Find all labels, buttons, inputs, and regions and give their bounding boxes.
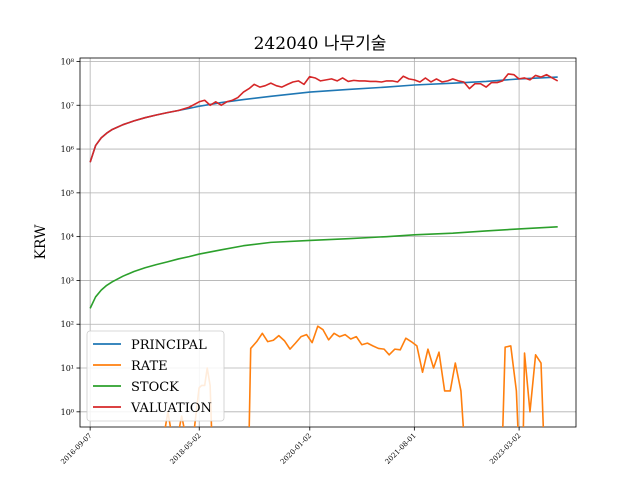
y-tick-label: 10⁴ [61, 233, 74, 242]
legend: PRINCIPAL RATE STOCK VALUATION [86, 330, 225, 422]
chart-title: 242040 나무기술 [254, 34, 387, 54]
rate-line [502, 345, 519, 427]
y-tick-label: 10² [61, 320, 74, 329]
y-tick-label: 10³ [61, 276, 74, 285]
y-tick-label: 10¹ [61, 364, 74, 373]
y-tick-label: 10⁵ [61, 189, 74, 198]
legend-label-valuation: VALUATION [130, 401, 212, 416]
grid-layer [80, 58, 576, 427]
plot-frame [79, 57, 577, 428]
y-tick-label: 10⁷ [61, 101, 74, 110]
rate-line [522, 352, 545, 427]
y-tick-label: 10⁶ [61, 145, 74, 154]
stock-line [89, 225, 558, 309]
y-axis-label: KRW [33, 224, 49, 260]
legend-label-principal: PRINCIPAL [131, 338, 207, 353]
legend-label-rate: RATE [131, 359, 168, 374]
valuation-line [89, 73, 559, 163]
rate-line [248, 325, 465, 427]
legend-box [86, 330, 225, 422]
y-tick-label: 10⁸ [61, 57, 74, 66]
y-tick-label: 10⁰ [61, 408, 74, 417]
legend-label-stock: STOCK [131, 380, 179, 395]
